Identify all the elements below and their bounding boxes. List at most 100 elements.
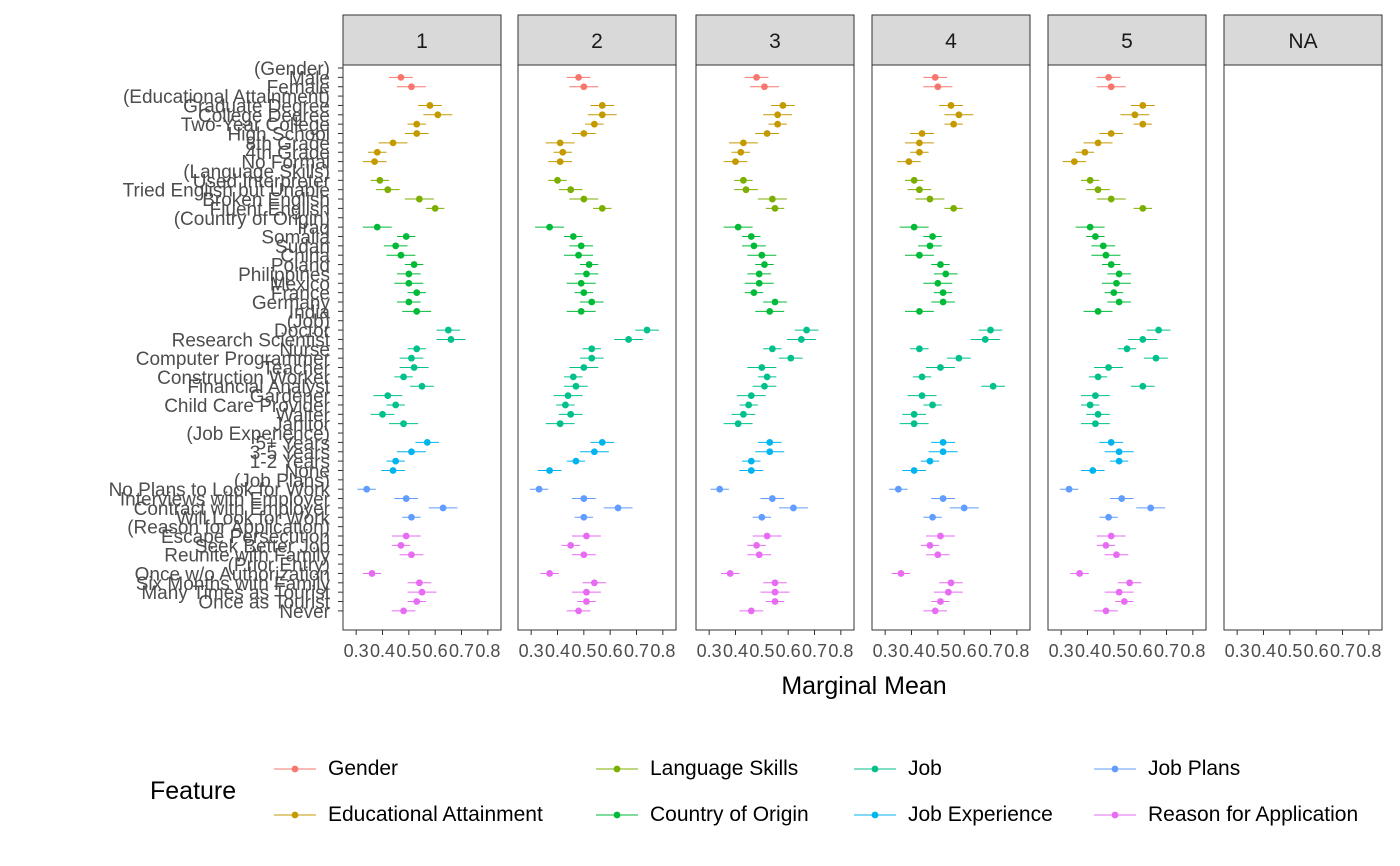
point-estimate: [1086, 176, 1094, 184]
x-tick-label: 0.3: [697, 641, 722, 661]
x-tick-label: 0.8: [475, 641, 500, 661]
facet-panel-3: 3 0.3 0.4 0.5 0.6 0.7 0.8: [695, 14, 855, 661]
point-estimate: [1107, 439, 1115, 446]
point-estimate: [400, 373, 407, 381]
point-estimate: [1139, 102, 1147, 109]
y-tick-label: Escape Persecution: [161, 527, 330, 548]
data-point: [944, 111, 974, 119]
point-estimate: [397, 73, 405, 81]
legend: Feature Gender Educational Attainment Lang…: [0, 740, 1400, 860]
data-point: [920, 541, 940, 549]
legend-key: [596, 765, 638, 773]
data-point: [1107, 270, 1131, 278]
point-estimate: [1105, 73, 1112, 81]
point-estimate: [910, 420, 918, 428]
y-tick-label: China: [280, 246, 330, 267]
data-point: [747, 251, 777, 259]
data-point: [1109, 457, 1129, 465]
point-estimate: [768, 195, 776, 203]
legend-key: [854, 765, 896, 773]
point-estimate: [554, 176, 561, 184]
x-tick-label: 0.7: [1154, 641, 1179, 661]
y-tick-label: Teacher: [262, 359, 330, 380]
data-point: [569, 242, 594, 250]
data-point: [590, 102, 615, 109]
data-point: [910, 130, 934, 137]
point-estimate: [614, 504, 622, 512]
facet-strip-label: 1: [416, 30, 428, 53]
point-estimate: [371, 158, 378, 166]
point-estimate: [384, 392, 392, 399]
facet-panel-5: 5 0.3 0.4 0.5 0.6 0.7 0.8: [1047, 14, 1207, 661]
point-estimate: [1107, 532, 1115, 540]
x-tick-label: 0.6: [776, 641, 801, 661]
data-point: [404, 195, 434, 203]
data-point: [904, 251, 934, 259]
x-tick-label: 0.8: [1004, 641, 1029, 661]
data-point: [923, 607, 948, 615]
legend-key: [1094, 765, 1136, 773]
point-estimate: [937, 598, 944, 605]
y-tick-label: Interviews with Employer: [120, 490, 331, 511]
data-point: [590, 439, 615, 446]
legend-title: Feature: [150, 777, 237, 805]
point-estimate: [567, 410, 575, 418]
data-point: [571, 588, 601, 596]
point-estimate: [787, 354, 795, 362]
point-estimate: [747, 467, 755, 474]
data-point: [904, 139, 934, 147]
point-estimate: [413, 345, 421, 353]
data-point: [415, 439, 440, 446]
point-estimate: [926, 195, 934, 203]
x-tick-label: 0.8: [650, 641, 675, 661]
facet-strip: [517, 14, 677, 66]
point-estimate: [1139, 336, 1147, 343]
data-point: [723, 420, 753, 428]
data-point: [394, 373, 413, 381]
point-estimate: [916, 186, 923, 194]
data-point: [571, 495, 596, 502]
point-estimate: [1076, 570, 1083, 577]
data-point: [587, 111, 617, 119]
point-estimate: [1113, 551, 1120, 559]
x-tick-label: 0.5: [571, 641, 596, 661]
data-point: [577, 598, 596, 605]
data-point: [383, 242, 408, 250]
point-estimate: [1070, 158, 1078, 166]
data-point: [1133, 120, 1153, 128]
data-point: [933, 270, 958, 278]
point-estimate: [931, 607, 939, 615]
point-estimate: [444, 326, 452, 334]
point-estimate: [740, 139, 747, 147]
facet-strip: [1047, 14, 1207, 66]
point-estimate: [1131, 111, 1139, 119]
point-estimate: [955, 354, 963, 362]
data-point: [391, 607, 416, 615]
point-estimate: [939, 495, 947, 502]
data-point: [402, 307, 432, 315]
facet-strip-label: 5: [1121, 30, 1133, 53]
y-tick-label: Mexico: [270, 274, 330, 295]
point-estimate: [763, 373, 771, 381]
y-tick-label: Many Times as Tourist: [141, 583, 330, 604]
facet-strip-label: 4: [945, 30, 957, 53]
point-estimate: [734, 420, 742, 428]
point-estimate: [910, 467, 918, 474]
point-estimate: [955, 111, 963, 119]
point-estimate: [1102, 607, 1110, 615]
point-estimate: [410, 261, 418, 268]
x-tick-label: 0.4: [1251, 641, 1276, 661]
data-point: [752, 382, 777, 390]
point-estimate: [580, 289, 588, 297]
y-tick-label: High School: [228, 125, 330, 146]
data-point: [1101, 279, 1131, 287]
point-estimate: [546, 223, 553, 231]
y-tick-label: Female: [267, 78, 330, 99]
point-estimate: [989, 382, 997, 390]
point-estimate: [397, 251, 405, 259]
data-point: [1130, 102, 1155, 109]
y-tick-label: France: [271, 284, 330, 305]
data-point: [771, 102, 795, 109]
data-point: [1080, 392, 1110, 399]
point-estimate: [918, 392, 926, 399]
